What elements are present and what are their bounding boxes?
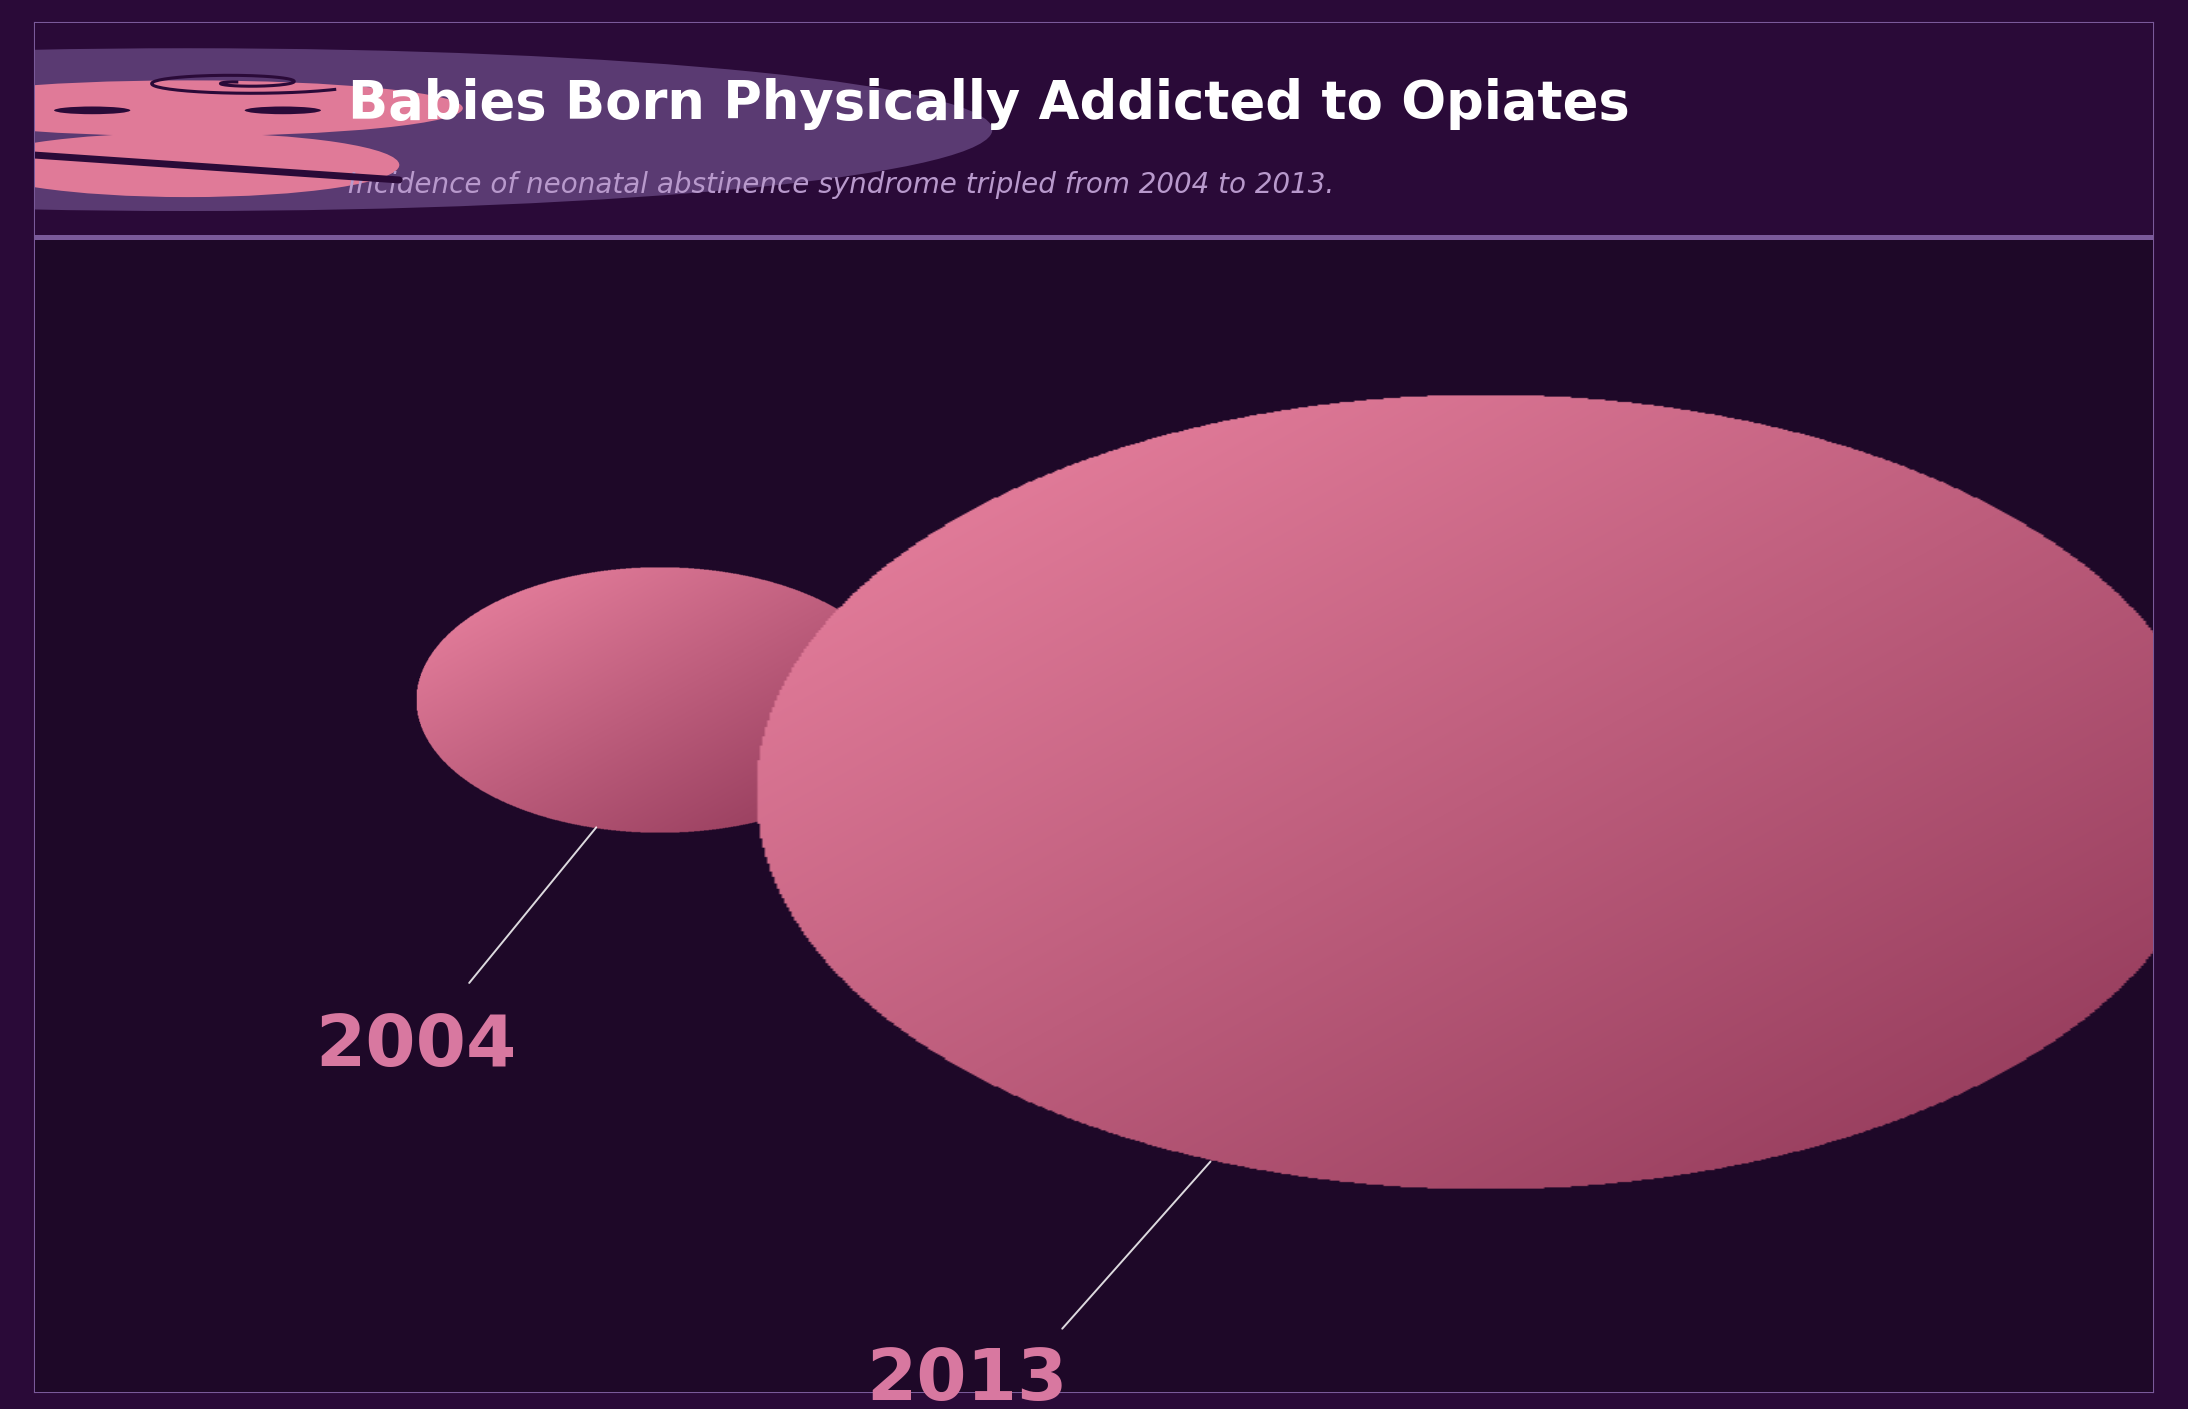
Circle shape: [245, 107, 322, 114]
Text: 2004: 2004: [315, 1012, 516, 1081]
Circle shape: [0, 48, 993, 211]
Text: 2013: 2013: [866, 1346, 1068, 1409]
Circle shape: [55, 107, 131, 114]
Ellipse shape: [0, 132, 398, 197]
Text: Babies Born Physically Addicted to Opiates: Babies Born Physically Addicted to Opiat…: [348, 77, 1630, 130]
Circle shape: [0, 80, 464, 137]
Text: Incidence of neonatal abstinence syndrome tripled from 2004 to 2013.: Incidence of neonatal abstinence syndrom…: [348, 172, 1335, 199]
